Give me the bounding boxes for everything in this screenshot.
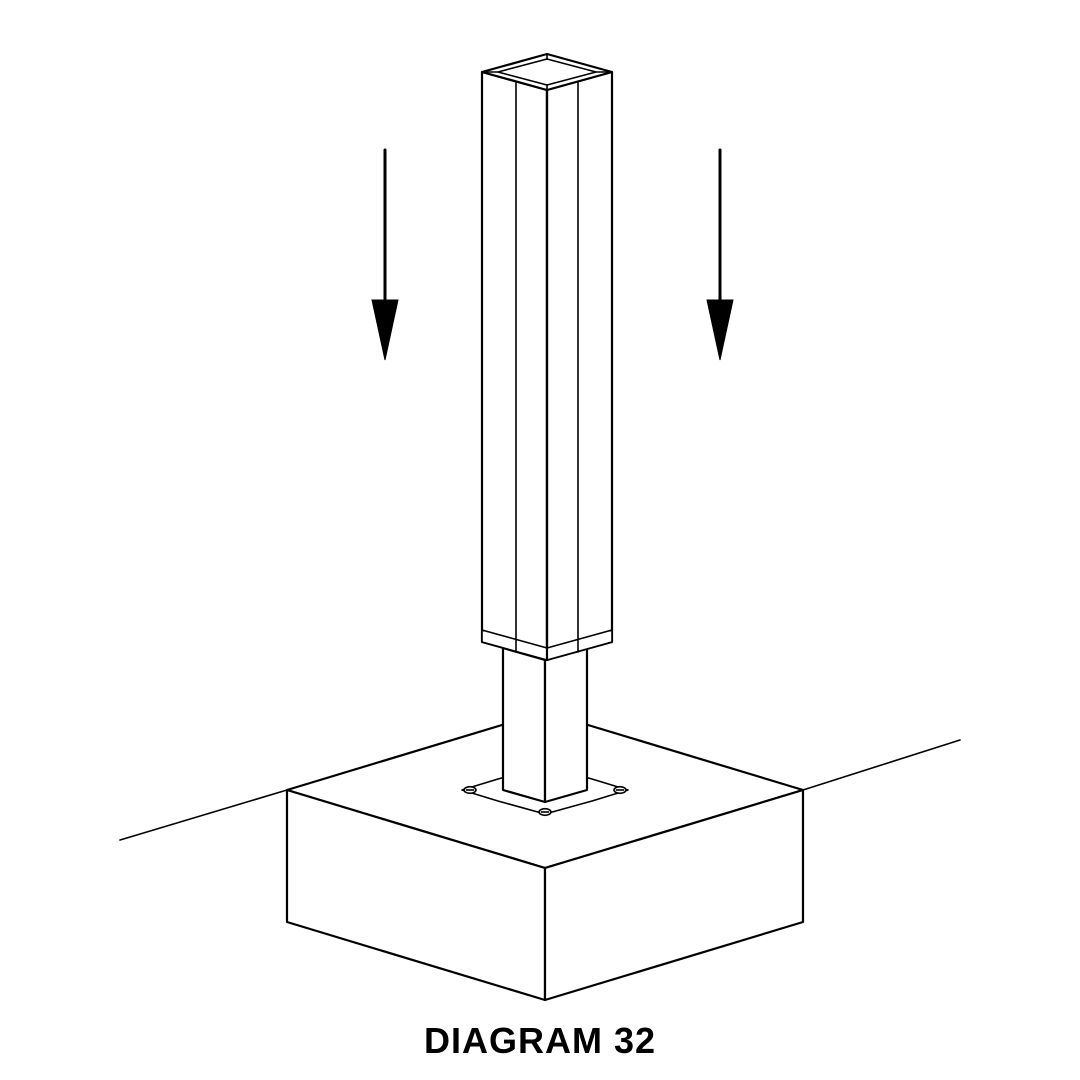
- diagram-caption: DIAGRAM 32: [0, 1020, 1080, 1062]
- diagram-32: DIAGRAM 32: [0, 0, 1080, 1080]
- diagram-svg: [0, 0, 1080, 1080]
